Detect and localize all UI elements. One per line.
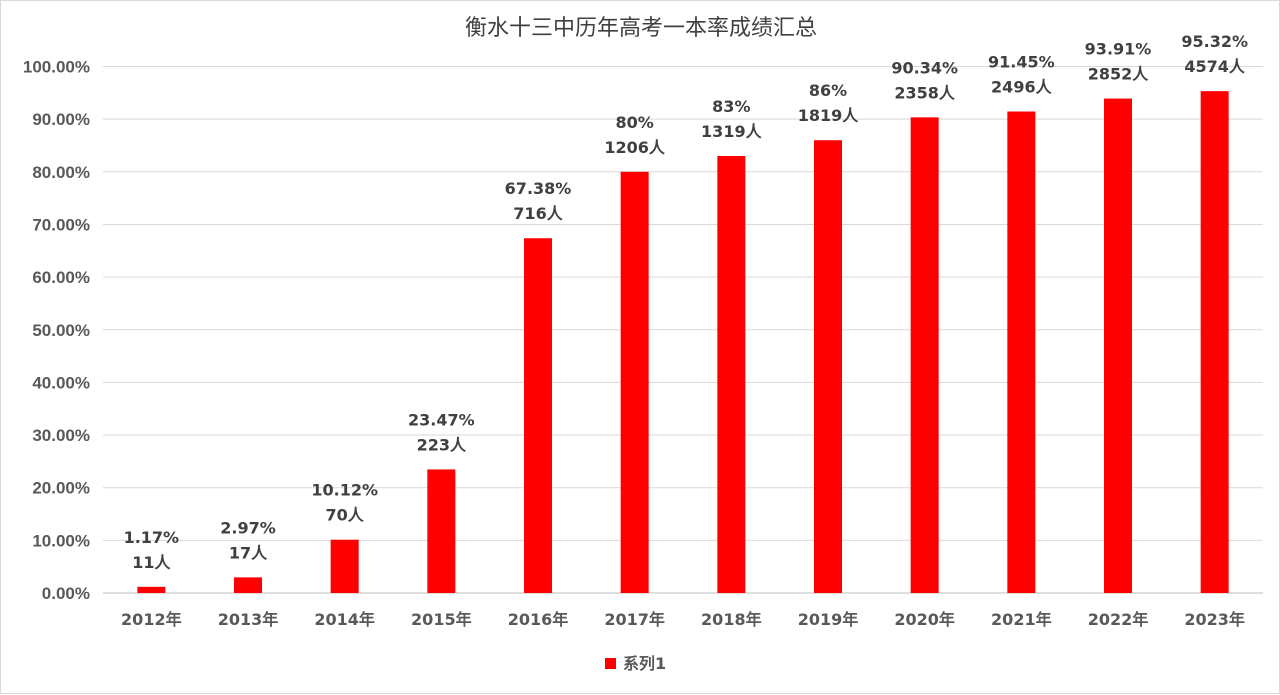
y-tick-label: 0.00%: [42, 584, 90, 603]
data-label-rate: 90.34%: [891, 58, 958, 77]
data-label-count: 4574人: [1184, 57, 1246, 76]
data-label-rate: 10.12%: [311, 481, 378, 500]
x-tick-label: 2018年: [701, 610, 762, 629]
data-label-count: 11人: [132, 553, 171, 572]
data-label-count: 2852人: [1088, 65, 1150, 84]
legend-label: 系列1: [623, 654, 666, 673]
x-tick-label: 2022年: [1088, 610, 1149, 629]
x-tick-label: 2016年: [508, 610, 569, 629]
y-tick-label: 90.00%: [32, 110, 90, 129]
bar[interactable]: [1007, 111, 1036, 593]
bar[interactable]: [1104, 98, 1132, 594]
y-tick-label: 10.00%: [32, 531, 90, 550]
data-label-count: 70人: [326, 506, 365, 525]
data-label-rate: 23.47%: [408, 410, 475, 429]
x-tick-label: 2014年: [314, 610, 375, 629]
bar[interactable]: [620, 171, 649, 594]
data-label-rate: 93.91%: [1085, 40, 1152, 59]
y-tick-label: 80.00%: [32, 163, 90, 182]
data-label-count: 2358人: [894, 83, 956, 102]
x-tick-label: 2012年: [121, 610, 182, 629]
legend-swatch: [605, 658, 616, 669]
x-tick-label: 2013年: [218, 610, 279, 629]
x-tick-label: 2015年: [411, 610, 472, 629]
data-label-rate: 83%: [712, 97, 750, 116]
bar[interactable]: [137, 586, 166, 593]
data-label-count: 1819人: [798, 106, 860, 125]
x-axis: 2012年 2013年 2014年 2015年 2016年 2017年 2018年 2019年…: [121, 610, 1245, 629]
x-tick-label: 2021年: [991, 610, 1052, 629]
data-label-rate: 80%: [616, 113, 654, 132]
data-label-rate: 95.32%: [1181, 32, 1248, 51]
data-label-rate: 2.97%: [220, 518, 276, 537]
data-label-rate: 67.38%: [505, 179, 572, 198]
y-tick-label: 100.00%: [23, 58, 90, 77]
y-tick-label: 40.00%: [32, 373, 90, 392]
legend[interactable]: 系列1: [605, 654, 666, 673]
data-label-count: 223人: [417, 435, 467, 454]
y-tick-label: 30.00%: [32, 426, 90, 445]
y-axis: 0.00% 10.00% 20.00% 30.00% 40.00% 50.00% 60.00…: [23, 58, 90, 604]
y-tick-label: 70.00%: [32, 215, 90, 234]
data-label-count: 1319人: [701, 122, 763, 141]
data-label-rate: 86%: [809, 81, 847, 100]
x-tick-label: 2023年: [1184, 610, 1245, 629]
y-tick-label: 50.00%: [32, 321, 90, 340]
bar[interactable]: [234, 577, 262, 593]
bar[interactable]: [910, 117, 939, 594]
data-label-count: 2496人: [991, 78, 1053, 97]
gridlines: [103, 66, 1263, 594]
data-label-count: 17人: [229, 543, 268, 562]
data-label-count: 1206人: [604, 138, 666, 157]
x-tick-label: 2019年: [798, 610, 859, 629]
bars: [137, 91, 1229, 594]
y-tick-label: 60.00%: [32, 268, 90, 287]
y-tick-label: 20.00%: [32, 479, 90, 498]
data-label-rate: 91.45%: [988, 53, 1055, 72]
bar[interactable]: [427, 469, 456, 593]
bar[interactable]: [717, 156, 746, 593]
x-tick-label: 2017年: [604, 610, 665, 629]
x-tick-label: 2020年: [894, 610, 955, 629]
data-label-rate: 1.17%: [124, 528, 180, 547]
chart-title: 衡水十三中历年高考一本率成绩汇总: [465, 16, 817, 41]
data-labels: 1.17% 11人 2.97% 17人 10.12% 70人 23.47% 223人 67.38…: [124, 32, 1248, 572]
bar[interactable]: [814, 140, 842, 593]
bar[interactable]: [524, 238, 552, 593]
data-label-count: 716人: [513, 204, 563, 223]
bar[interactable]: [330, 539, 359, 593]
bar[interactable]: [1200, 91, 1229, 593]
